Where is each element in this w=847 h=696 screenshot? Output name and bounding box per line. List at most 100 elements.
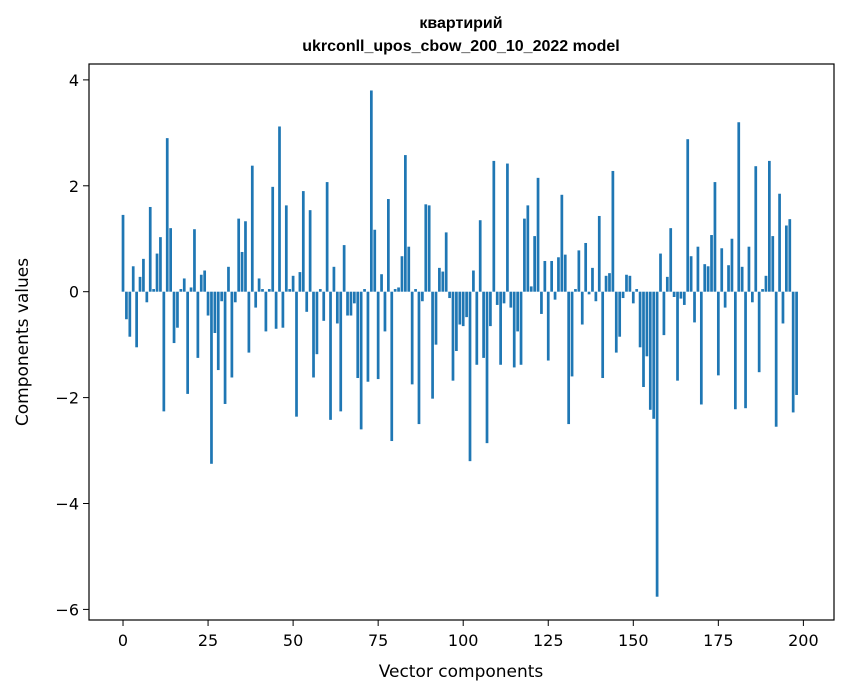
- bar: [155, 253, 159, 292]
- bar: [482, 291, 485, 358]
- bar: [250, 165, 254, 292]
- bar: [404, 155, 407, 292]
- bar: [305, 291, 309, 312]
- bar: [611, 170, 615, 292]
- bar: [186, 291, 190, 394]
- x-tick-label: 75: [368, 631, 388, 650]
- bar: [645, 291, 649, 357]
- bar: [676, 291, 679, 381]
- bar: [383, 291, 387, 332]
- bar: [536, 177, 540, 292]
- x-axis-ticks: 0 25 50 75 100 125 150 175 200: [118, 620, 819, 650]
- bar: [713, 182, 717, 292]
- bar: [308, 210, 312, 292]
- bar: [298, 272, 302, 292]
- bar: [703, 264, 707, 292]
- bar: [444, 232, 448, 292]
- bar: [131, 266, 135, 292]
- bar: [387, 199, 390, 292]
- bar: [533, 236, 536, 292]
- bar: [227, 266, 230, 292]
- bar: [390, 291, 394, 442]
- bar: [274, 291, 278, 329]
- bar: [706, 266, 710, 292]
- bar: [213, 291, 217, 333]
- bar: [791, 291, 795, 413]
- bar: [216, 291, 220, 371]
- bar: [237, 218, 241, 292]
- bar: [740, 266, 744, 292]
- bar: [553, 291, 557, 300]
- bar: [322, 291, 326, 321]
- bar: [142, 258, 145, 292]
- y-tick-label: −2: [55, 389, 79, 408]
- bar: [271, 186, 275, 292]
- bar: [284, 205, 288, 292]
- bar: [485, 291, 489, 444]
- bar: [199, 274, 203, 292]
- bar: [281, 291, 285, 328]
- bar: [315, 291, 319, 355]
- y-tick-label: 2: [69, 177, 79, 196]
- bar: [373, 229, 377, 292]
- bar: [438, 267, 441, 292]
- bar: [203, 270, 207, 292]
- bar: [635, 289, 639, 292]
- bar: [567, 291, 571, 425]
- bar: [730, 238, 734, 292]
- bar: [329, 291, 332, 420]
- bar: [625, 274, 628, 292]
- bar: [601, 291, 605, 379]
- y-tick-label: 4: [69, 71, 79, 90]
- bar: [366, 291, 370, 382]
- bar: [679, 291, 683, 299]
- bar: [529, 286, 533, 292]
- bar: [778, 193, 781, 292]
- y-tick-label: −4: [55, 495, 79, 514]
- bar: [247, 291, 251, 353]
- bar: [240, 251, 244, 292]
- bar: [492, 160, 496, 292]
- bar: [363, 289, 366, 292]
- bar: [257, 278, 261, 292]
- bar: [162, 291, 166, 412]
- bar: [628, 275, 632, 292]
- bar: [295, 291, 298, 417]
- bar: [519, 291, 523, 365]
- bar: [747, 246, 751, 292]
- bar: [689, 256, 693, 292]
- bar: [346, 291, 349, 316]
- bar: [288, 289, 292, 292]
- bar: [550, 260, 554, 292]
- bar: [577, 250, 581, 292]
- bar: [659, 253, 662, 292]
- bar: [699, 291, 703, 405]
- bar: [267, 289, 271, 292]
- bar: [621, 291, 625, 299]
- x-tick-label: 100: [448, 631, 479, 650]
- bars: [121, 90, 798, 597]
- bar: [696, 246, 700, 292]
- bar: [754, 166, 758, 292]
- bar: [335, 291, 339, 324]
- bar: [472, 270, 475, 292]
- bar: [574, 289, 577, 292]
- bar: [771, 236, 775, 292]
- bar: [206, 291, 210, 316]
- bar: [543, 260, 547, 292]
- bar: [172, 291, 176, 344]
- bar: [421, 291, 424, 302]
- bar: [128, 291, 132, 337]
- bar: [788, 219, 792, 292]
- bar: [665, 276, 669, 292]
- bar: [682, 291, 686, 305]
- bar: [614, 291, 618, 353]
- bar: [455, 291, 458, 352]
- bar: [774, 291, 778, 427]
- bar: [604, 275, 608, 292]
- bar: [301, 191, 305, 292]
- bar: [135, 291, 138, 348]
- bar: [516, 291, 519, 332]
